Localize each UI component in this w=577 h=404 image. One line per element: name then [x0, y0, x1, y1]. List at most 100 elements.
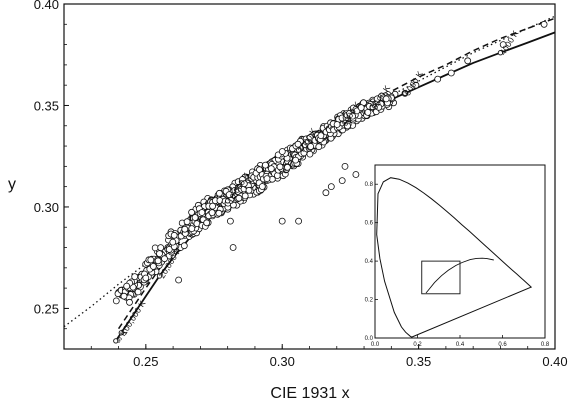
data-point [241, 192, 249, 200]
data-point [149, 262, 157, 270]
data-point [215, 189, 223, 197]
x-axis-title: CIE 1931 x [270, 385, 349, 402]
data-point [229, 244, 237, 251]
y-tick-label: 0.40 [34, 0, 59, 12]
data-point [183, 218, 191, 226]
cct-marker [497, 50, 504, 56]
data-point [375, 103, 383, 111]
data-point [349, 112, 357, 120]
data-point [464, 57, 472, 65]
data-point [499, 41, 507, 48]
data-point [123, 282, 131, 290]
data-point [307, 143, 315, 150]
data-point [191, 214, 199, 221]
inset-planckian-locus [425, 257, 494, 294]
inset-y-tick-label: 0.8 [365, 182, 374, 188]
inset-axis-ticks: 0.0 0.2 0.4 0.6 0.8 0.0 0.2 0.4 0.6 0.8 [365, 182, 550, 348]
x-tick-label: 0.40 [542, 354, 567, 369]
data-point [245, 186, 253, 194]
data-point [382, 95, 390, 103]
data-point [209, 202, 217, 210]
cct-marker [156, 273, 163, 279]
data-point [147, 256, 155, 264]
cct-marker [113, 338, 119, 344]
data-point [175, 276, 183, 284]
cct-marker [369, 104, 375, 111]
data-point [142, 274, 150, 282]
inset-y-tick-label: 0.0 [365, 336, 374, 342]
data-point [131, 273, 139, 281]
data-point [263, 175, 271, 183]
data-point [434, 75, 442, 83]
data-point [352, 171, 360, 178]
data-point [203, 219, 211, 227]
data-point [169, 238, 177, 246]
data-point [267, 165, 275, 173]
data-point [180, 242, 188, 250]
data-point [112, 297, 120, 305]
y-tick-label: 0.25 [34, 301, 59, 316]
data-point [154, 257, 162, 265]
inset-plot: 0.0 0.2 0.4 0.6 0.8 0.0 0.2 0.4 0.6 0.8 [365, 164, 550, 348]
data-point [181, 225, 189, 233]
data-point [373, 95, 381, 103]
cct-marker [339, 121, 345, 127]
data-point [364, 109, 372, 116]
data-point [306, 134, 314, 141]
inset-y-tick-label: 0.2 [365, 298, 374, 304]
data-point [120, 292, 128, 300]
data-point [294, 140, 302, 148]
data-point [317, 132, 325, 140]
data-point [412, 81, 420, 89]
data-point [126, 298, 133, 306]
data-point [278, 217, 286, 225]
inset-x-tick-label: 0.4 [456, 342, 465, 348]
inset-x-tick-label: 0.6 [498, 342, 507, 348]
data-point [157, 244, 165, 252]
data-point [215, 209, 223, 217]
main-axis-ticks: 0.25 0.30 0.35 0.40 0.25 0.30 0.35 0.40 [34, 0, 568, 369]
data-point [188, 208, 196, 216]
main-scatter-points [112, 20, 548, 306]
y-tick-label: 0.30 [34, 200, 59, 215]
cct-marker [402, 90, 408, 96]
data-point [540, 20, 548, 28]
data-point [151, 244, 159, 252]
data-point [322, 189, 330, 197]
inset-x-tick-label: 0.8 [541, 342, 550, 348]
x-tick-label: 0.25 [133, 354, 158, 369]
data-point [292, 156, 300, 164]
cct-marker [295, 147, 302, 153]
y-tick-label: 0.35 [34, 98, 59, 113]
inset-y-tick-label: 0.6 [365, 221, 374, 227]
data-point [315, 143, 323, 151]
data-point [170, 231, 178, 239]
inset-y-tick-label: 0.4 [365, 259, 374, 265]
spectral-locus [376, 177, 533, 338]
data-point [258, 183, 266, 190]
data-point [344, 122, 351, 130]
data-point [165, 245, 173, 253]
zoom-region-box [421, 260, 461, 295]
data-point [338, 177, 346, 185]
data-point [283, 163, 291, 171]
inset-x-tick-label: 0.0 [371, 342, 380, 348]
data-point [327, 183, 335, 191]
data-point [156, 250, 163, 258]
inset-frame [374, 164, 546, 339]
data-point [357, 104, 365, 111]
cct-marker [225, 198, 231, 204]
data-point [341, 162, 349, 170]
data-point [276, 163, 284, 171]
cct-marker [118, 330, 124, 336]
data-point [295, 217, 303, 225]
data-point [208, 209, 216, 217]
data-point [273, 172, 281, 179]
data-point [261, 161, 269, 169]
x-tick-label: 0.30 [270, 354, 295, 369]
data-point [447, 69, 455, 77]
data-point [278, 148, 286, 155]
data-point [225, 191, 233, 199]
data-point [226, 217, 234, 225]
inset-curves [376, 177, 533, 338]
